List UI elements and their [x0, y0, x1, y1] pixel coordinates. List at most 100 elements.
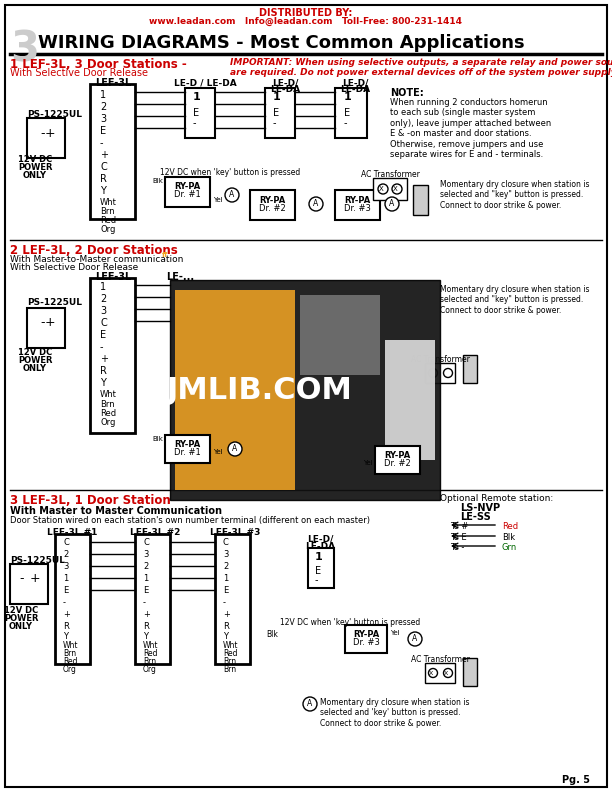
Text: -: - [100, 138, 103, 148]
Text: 12V DC: 12V DC [18, 348, 52, 357]
Text: X: X [429, 671, 433, 676]
Text: 3: 3 [63, 562, 69, 571]
Text: Y: Y [100, 378, 106, 388]
Text: With Master to Master Communication: With Master to Master Communication [10, 506, 222, 516]
Text: Optional Remote station:: Optional Remote station: [440, 494, 553, 503]
Text: E: E [63, 586, 69, 595]
Bar [335, 88, 367, 138]
Text: Y: Y [143, 632, 148, 641]
Bar [55, 534, 90, 664]
Text: Blk: Blk [152, 436, 163, 442]
Text: Momentary dry closure when station is
selected and "key" button is pressed.
Conn: Momentary dry closure when station is se… [440, 180, 589, 210]
Text: To E: To E [450, 533, 466, 542]
Text: Dr. #2: Dr. #2 [384, 459, 411, 468]
Bar [175, 290, 295, 490]
Text: Red: Red [100, 216, 116, 225]
Circle shape [309, 197, 323, 211]
Text: LE-D/: LE-D/ [307, 534, 333, 543]
Text: Yel: Yel [213, 449, 223, 455]
Bar [335, 190, 380, 220]
Text: +: + [45, 127, 55, 140]
Text: 2: 2 [143, 562, 148, 571]
Bar [375, 446, 420, 474]
Circle shape [228, 442, 242, 456]
Circle shape [378, 184, 388, 194]
Text: Blk: Blk [502, 533, 515, 542]
Text: 3 LEF-3L, 1 Door Station: 3 LEF-3L, 1 Door Station [10, 494, 171, 507]
Text: +: + [63, 610, 70, 619]
Text: X: X [444, 671, 448, 676]
Text: DISTRIBUTED BY:: DISTRIBUTED BY: [259, 8, 353, 18]
Text: Pg. 5: Pg. 5 [562, 775, 590, 785]
Bar [300, 295, 380, 375]
Text: 12V DC: 12V DC [18, 155, 52, 164]
Text: R: R [143, 622, 149, 631]
Bar [308, 548, 334, 588]
Text: LEF-3L: LEF-3L [95, 78, 131, 88]
Text: +: + [100, 354, 108, 364]
Text: 1: 1 [344, 92, 352, 102]
Text: -: - [143, 598, 146, 607]
Text: Blk: Blk [266, 630, 278, 639]
Bar [27, 308, 65, 348]
Text: 1 LEF-3L, 3 Door Stations -: 1 LEF-3L, 3 Door Stations - [10, 58, 187, 71]
Text: Red: Red [502, 522, 518, 531]
Text: -: - [100, 342, 103, 352]
Text: LE-D / LE-DA: LE-D / LE-DA [174, 78, 236, 87]
Text: Door Station wired on each station's own number terminal (different on each mast: Door Station wired on each station's own… [10, 516, 370, 525]
Text: Brn: Brn [63, 649, 76, 658]
Text: Wht: Wht [63, 641, 78, 650]
Bar [27, 118, 65, 158]
Text: 1: 1 [223, 574, 228, 583]
Circle shape [385, 197, 399, 211]
Text: E: E [100, 330, 106, 340]
Text: -: - [41, 316, 45, 329]
Text: AC Transformer: AC Transformer [411, 355, 469, 364]
Text: 2: 2 [223, 562, 228, 571]
Text: RY-PA: RY-PA [174, 440, 200, 449]
Text: 1: 1 [273, 92, 281, 102]
Text: 12V DC when 'key' button is pressed: 12V DC when 'key' button is pressed [160, 168, 300, 177]
Bar [165, 177, 210, 207]
Text: Momentary dry closure when station is
selected and 'key' button is pressed.
Conn: Momentary dry closure when station is se… [320, 698, 469, 728]
Text: Wht: Wht [143, 641, 159, 650]
Text: LE-DA: LE-DA [270, 85, 300, 94]
Text: Wht: Wht [100, 198, 117, 207]
Circle shape [303, 697, 317, 711]
Bar [413, 185, 428, 215]
Text: LE-DA: LE-DA [305, 542, 335, 551]
Text: When running 2 conductors homerun
to each sub (single master system
only), leave: When running 2 conductors homerun to eac… [390, 98, 551, 159]
Text: 2: 2 [63, 550, 69, 559]
Circle shape [428, 368, 438, 378]
Text: LEF-3L #3: LEF-3L #3 [210, 528, 260, 537]
Circle shape [444, 368, 452, 378]
Text: C: C [100, 318, 106, 328]
Text: To -: To - [450, 543, 465, 552]
Text: ONLY: ONLY [23, 171, 47, 180]
Bar [90, 84, 135, 219]
Text: 1: 1 [315, 552, 323, 562]
Text: WIRING DIAGRAMS - Most Common Applications: WIRING DIAGRAMS - Most Common Applicatio… [38, 34, 524, 52]
Text: AC Transformer: AC Transformer [411, 655, 469, 664]
Text: Y: Y [63, 632, 68, 641]
Text: A: A [412, 634, 417, 643]
Text: R: R [100, 366, 107, 376]
Text: Dr. #1: Dr. #1 [174, 190, 200, 199]
Text: With Selective Door Release: With Selective Door Release [10, 263, 138, 272]
Text: Red: Red [143, 649, 157, 658]
Text: R: R [63, 622, 69, 631]
Text: R: R [223, 622, 229, 631]
Text: E: E [143, 586, 148, 595]
Text: PS-1225UL: PS-1225UL [10, 556, 65, 565]
Text: POWER: POWER [4, 614, 39, 623]
Bar [250, 190, 295, 220]
Text: Grn: Grn [502, 543, 517, 552]
Text: E: E [223, 586, 228, 595]
Text: 3: 3 [143, 550, 148, 559]
Text: -: - [193, 118, 196, 128]
Text: E: E [315, 566, 321, 576]
Text: POWER: POWER [18, 356, 52, 365]
Text: C: C [223, 538, 229, 547]
Text: +: + [100, 150, 108, 160]
Text: E: E [344, 108, 350, 118]
